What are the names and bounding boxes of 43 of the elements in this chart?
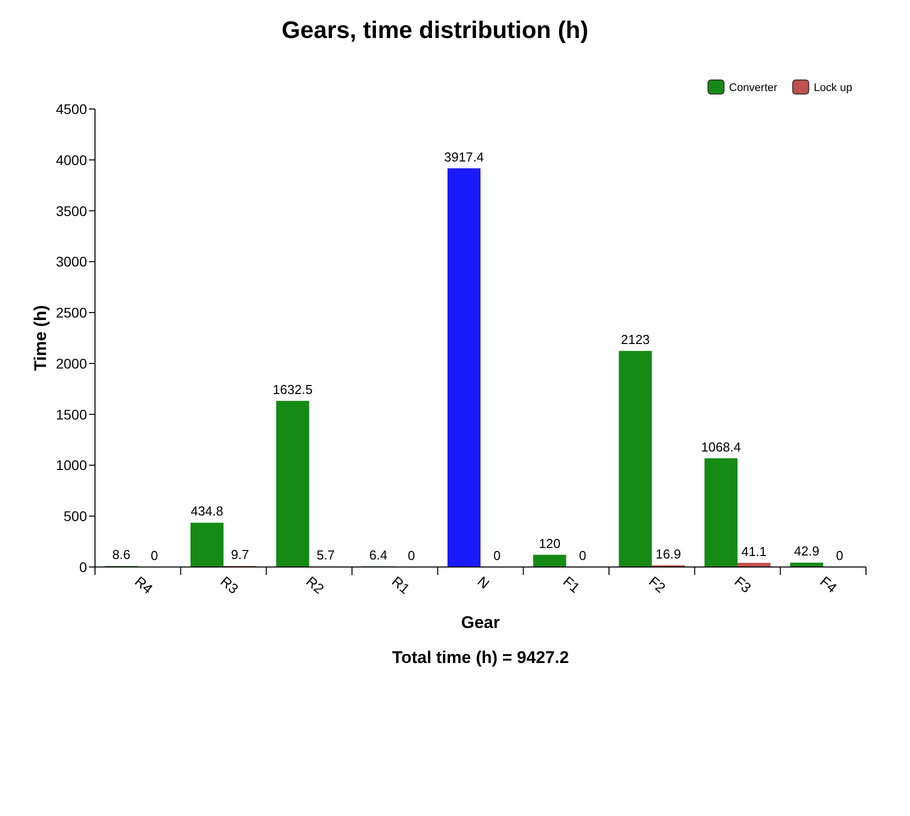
x-tick-label: F1	[560, 573, 584, 596]
data-label: 0	[836, 548, 844, 563]
data-label: 2123	[620, 332, 650, 347]
y-tick-label: 3000	[56, 254, 88, 270]
data-label: 16.9	[656, 546, 681, 562]
x-tick-label: R1	[388, 573, 414, 597]
x-tick-label: R4	[132, 573, 156, 597]
x-tick-label: R3	[218, 573, 242, 597]
data-label: 42.9	[794, 544, 820, 559]
data-label: 8.6	[112, 547, 130, 562]
data-label: 120	[538, 536, 561, 551]
data-label: 6.4	[369, 547, 388, 562]
data-label: 41.1	[741, 544, 767, 559]
y-tick-label: 3500	[56, 202, 88, 219]
x-axis-title: Gear	[461, 613, 500, 632]
x-tick-label: N	[474, 573, 493, 592]
data-label: 0	[408, 548, 415, 563]
data-label: 1632.5	[272, 382, 313, 397]
y-tick-label: 1500	[56, 406, 88, 422]
data-label: 5.7	[316, 547, 335, 562]
legend-label: Converter	[729, 82, 778, 94]
x-tick-label: F3	[732, 573, 755, 596]
x-tick-label: R2	[303, 573, 328, 597]
y-axis-title: Time (h)	[31, 305, 50, 371]
text: Total time (h) = 9427.2	[392, 648, 569, 667]
legend-label: Lock up	[814, 82, 852, 94]
y-tick-label: 4000	[56, 152, 88, 168]
data-label: 434.8	[190, 504, 224, 519]
y-tick-label: 2000	[56, 355, 88, 372]
y-tick-label: 1000	[56, 457, 88, 474]
x-tick-label: F2	[646, 573, 669, 596]
chart-title: Gears, time distribution (h)	[282, 17, 588, 44]
data-label: 0	[150, 548, 158, 563]
y-tick-label: 500	[64, 508, 88, 524]
x-tick-label: F4	[817, 573, 840, 596]
data-label: 3917.4	[444, 149, 484, 164]
y-tick-label: 0	[79, 559, 88, 575]
y-tick-label: 4500	[56, 101, 88, 117]
data-label: 0	[493, 548, 501, 563]
data-label: 1068.4	[701, 439, 741, 454]
data-label: 9.7	[230, 547, 250, 562]
data-label: 0	[579, 548, 586, 563]
y-tick-label: 2500	[56, 304, 88, 321]
